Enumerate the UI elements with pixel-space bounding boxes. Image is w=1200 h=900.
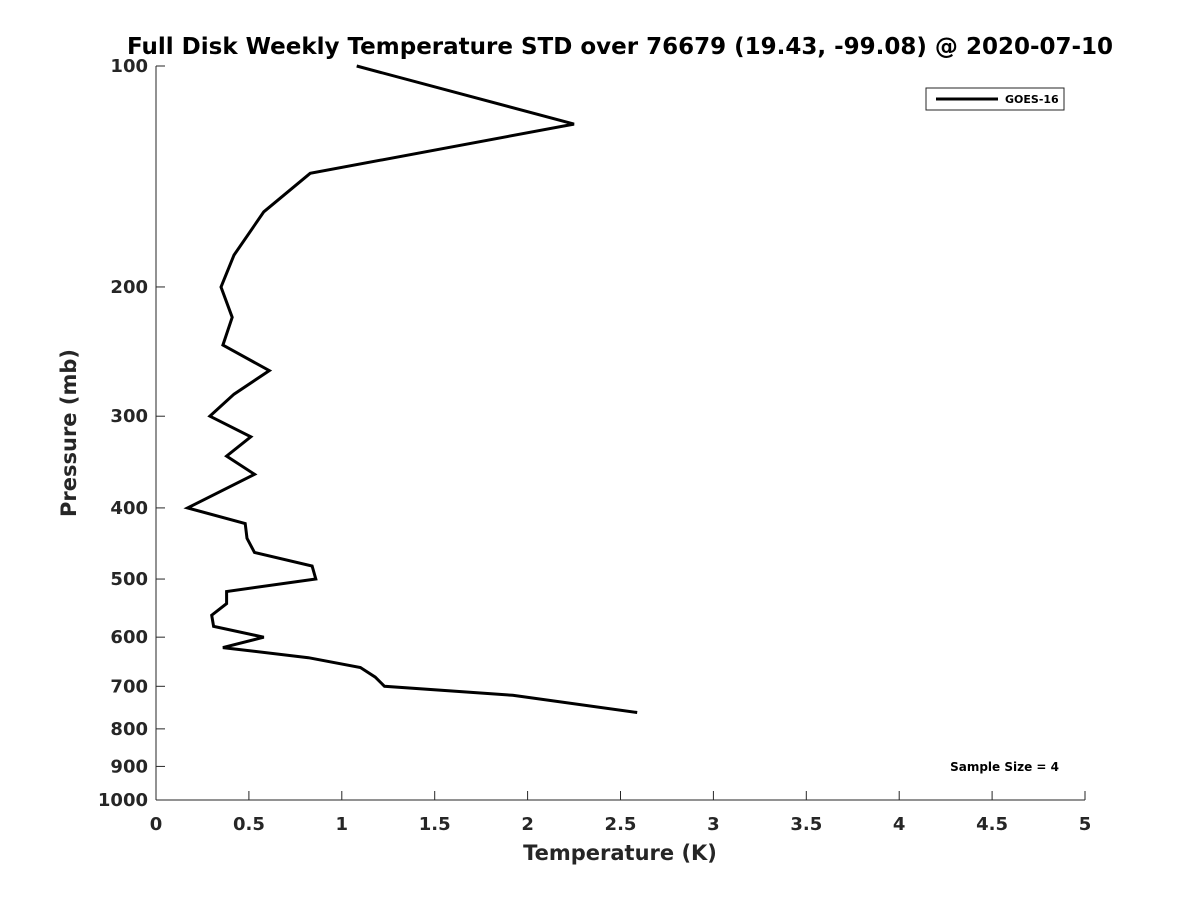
y-tick-label: 400: [110, 498, 148, 519]
legend: GOES-16: [925, 87, 1065, 111]
y-tick-label: 200: [110, 277, 148, 298]
x-tick-label: 4: [893, 814, 906, 835]
x-axis: 0 0.5 1 1.5 2 2.5 3 3.5 4 4.5 5: [150, 791, 1092, 835]
x-tick-label: 1: [336, 814, 349, 835]
series-line-0: [183, 64, 638, 714]
x-tick-label: 0: [150, 814, 163, 835]
y-tick-label: 100: [110, 56, 148, 77]
y-axis: 100 200 300 400 500 600 700 800 900 1000: [98, 56, 165, 811]
y-tick-label: 700: [110, 676, 148, 697]
y-tick-label: 500: [110, 569, 148, 590]
y-tick-label: 600: [110, 627, 148, 648]
legend-label: GOES-16: [1005, 93, 1059, 106]
y-tick-label: 300: [110, 406, 148, 427]
y-tick-label: 800: [110, 719, 148, 740]
chart-title: Full Disk Weekly Temperature STD over 76…: [127, 34, 1113, 60]
y-ticks: 100 200 300 400 500 600 700 800 900 1000: [98, 56, 165, 811]
y-tick-label: 900: [110, 756, 148, 777]
sample-size-annotation: Sample Size = 4: [950, 760, 1059, 774]
x-tick-label: 4.5: [976, 814, 1008, 835]
x-tick-label: 3.5: [790, 814, 822, 835]
x-tick-label: 5: [1079, 814, 1092, 835]
x-tick-label: 0.5: [233, 814, 265, 835]
x-tick-label: 2.5: [605, 814, 637, 835]
y-axis-label: Pressure (mb): [57, 349, 81, 517]
x-ticks: 0 0.5 1 1.5 2 2.5 3 3.5 4 4.5 5: [150, 791, 1092, 835]
x-tick-label: 1.5: [419, 814, 451, 835]
y-tick-label: 1000: [98, 790, 148, 811]
x-tick-label: 2: [521, 814, 534, 835]
series-layer: [183, 64, 638, 714]
x-tick-label: 3: [707, 814, 720, 835]
x-axis-label: Temperature (K): [523, 841, 717, 865]
